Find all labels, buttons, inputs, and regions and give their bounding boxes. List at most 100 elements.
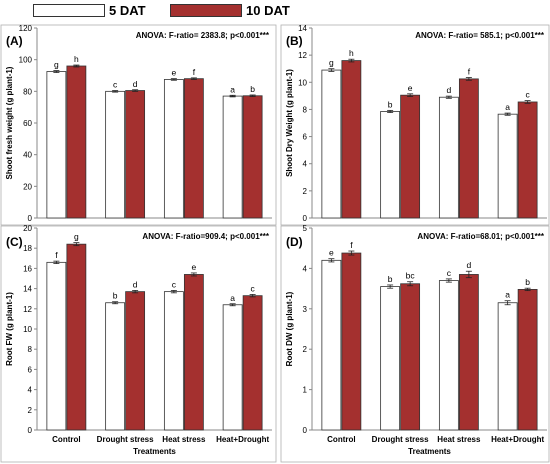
significance-letter: b bbox=[250, 84, 255, 94]
y-tick-label: 8 bbox=[28, 345, 33, 354]
y-tick-label: 1 bbox=[303, 386, 308, 395]
significance-letter: e bbox=[329, 248, 334, 258]
significance-letter: e bbox=[192, 262, 197, 272]
significance-letter: a bbox=[230, 84, 235, 94]
significance-letter: d bbox=[447, 85, 452, 95]
x-tick-label: Heat+Drought bbox=[216, 435, 269, 444]
y-tick-label: 40 bbox=[23, 151, 32, 160]
panel-border bbox=[280, 24, 550, 226]
y-tick-label: 60 bbox=[23, 119, 32, 128]
bar-5dat bbox=[46, 71, 67, 219]
bar-5dat bbox=[163, 79, 184, 219]
y-axis-label: Shoot Dry Weight (g plant-1) bbox=[285, 69, 294, 177]
significance-letter: e bbox=[408, 83, 413, 93]
y-tick-label: 4 bbox=[303, 264, 308, 273]
y-tick-label: 20 bbox=[23, 182, 32, 191]
significance-letter: f bbox=[55, 250, 58, 260]
bar-5dat bbox=[380, 286, 401, 431]
bar-10dat bbox=[183, 78, 204, 219]
significance-letter: d bbox=[133, 79, 138, 89]
y-tick-label: 12 bbox=[23, 305, 32, 314]
chart-panel-3: 0 2 4 6 8 10 12 14 16 18 20 Root FW (g plant-1) (C) A… bbox=[0, 224, 277, 463]
y-tick-label: 20 bbox=[23, 224, 32, 233]
anova-text: ANOVA: F-ratio=909.4; p<0.001*** bbox=[142, 232, 269, 241]
y-tick-label: 18 bbox=[23, 244, 32, 253]
x-tick-label: Heat stress bbox=[437, 435, 481, 444]
x-axis-label: Treatments bbox=[133, 447, 176, 456]
bar-10dat bbox=[341, 60, 362, 219]
bar-5dat bbox=[105, 90, 126, 219]
significance-letter: g bbox=[74, 232, 79, 242]
y-tick-label: 0 bbox=[28, 426, 33, 435]
bar-5dat bbox=[497, 113, 518, 219]
significance-letter: c bbox=[251, 283, 256, 293]
legend-series2: 10 DAT bbox=[170, 1, 290, 19]
panel-border bbox=[0, 24, 277, 226]
legend-label-5dat: 5 DAT bbox=[109, 2, 146, 18]
bar-5dat bbox=[321, 259, 342, 431]
significance-letter: a bbox=[505, 290, 510, 300]
y-axis-label: Shoot fresh weight (g plant-1) bbox=[5, 66, 14, 179]
y-tick-label: 0 bbox=[303, 426, 308, 435]
bar-10dat bbox=[183, 274, 204, 431]
bar-10dat bbox=[125, 90, 146, 219]
bar-10dat bbox=[517, 101, 538, 219]
bar-10dat bbox=[458, 274, 479, 431]
anova-text: ANOVA: F-ratio= 585.1; p<0.001*** bbox=[415, 31, 545, 40]
panel-label: (D) bbox=[286, 235, 303, 249]
y-tick-label: 8 bbox=[303, 105, 308, 114]
significance-letter: c bbox=[113, 80, 118, 90]
y-tick-label: 14 bbox=[23, 285, 32, 294]
bar-10dat bbox=[400, 94, 421, 219]
legend-swatch-5dat bbox=[33, 3, 105, 17]
legend-swatch-10dat bbox=[170, 3, 242, 17]
y-tick-label: 120 bbox=[19, 24, 33, 33]
bar-5dat bbox=[163, 291, 184, 431]
significance-letter: b bbox=[388, 274, 393, 284]
y-tick-label: 100 bbox=[19, 56, 33, 65]
significance-letter: g bbox=[329, 58, 334, 68]
panel-label: (B) bbox=[286, 34, 303, 48]
significance-letter: c bbox=[172, 279, 177, 289]
legend-series1: 5 DAT bbox=[33, 1, 146, 19]
y-tick-label: 3 bbox=[303, 305, 308, 314]
x-tick-label: Drought stress bbox=[97, 435, 154, 444]
y-tick-label: 2 bbox=[303, 345, 308, 354]
y-tick-label: 2 bbox=[303, 187, 308, 196]
significance-letter: f bbox=[193, 67, 196, 77]
y-tick-label: 10 bbox=[298, 78, 307, 87]
y-axis-label: Root FW (g plant-1) bbox=[5, 292, 14, 366]
significance-letter: b bbox=[388, 99, 393, 109]
significance-letter: a bbox=[230, 293, 235, 303]
chart-panel-1: 0 20 40 60 80 100 120 Shoot fresh weight (g pla… bbox=[0, 24, 277, 226]
bar-10dat bbox=[66, 243, 87, 431]
y-tick-label: 0 bbox=[303, 214, 308, 223]
y-tick-label: 6 bbox=[28, 365, 33, 374]
significance-letter: d bbox=[467, 260, 472, 270]
x-tick-label: Heat stress bbox=[162, 435, 206, 444]
bar-10dat bbox=[341, 252, 362, 431]
bar-5dat bbox=[321, 69, 342, 219]
bar-10dat bbox=[242, 295, 263, 431]
x-axis-label: Treatments bbox=[408, 447, 451, 456]
x-tick-label: Control bbox=[327, 435, 355, 444]
significance-letter: f bbox=[350, 240, 353, 250]
bar-10dat bbox=[400, 283, 421, 431]
bar-5dat bbox=[438, 96, 459, 219]
legend-label-10dat: 10 DAT bbox=[246, 2, 290, 18]
y-tick-label: 14 bbox=[298, 24, 307, 33]
significance-letter: a bbox=[505, 102, 510, 112]
significance-letter: h bbox=[349, 48, 354, 58]
significance-letter: h bbox=[74, 54, 79, 64]
bar-5dat bbox=[46, 261, 67, 431]
panel-label: (A) bbox=[6, 34, 23, 48]
bar-10dat bbox=[458, 78, 479, 219]
y-tick-label: 4 bbox=[303, 160, 308, 169]
y-tick-label: 0 bbox=[28, 214, 33, 223]
anova-text: ANOVA: F-ratio= 2383.8; p<0.001*** bbox=[136, 31, 270, 40]
bar-5dat bbox=[497, 302, 518, 431]
x-tick-label: Control bbox=[52, 435, 80, 444]
panel-label: (C) bbox=[6, 235, 23, 249]
bar-5dat bbox=[105, 302, 126, 431]
